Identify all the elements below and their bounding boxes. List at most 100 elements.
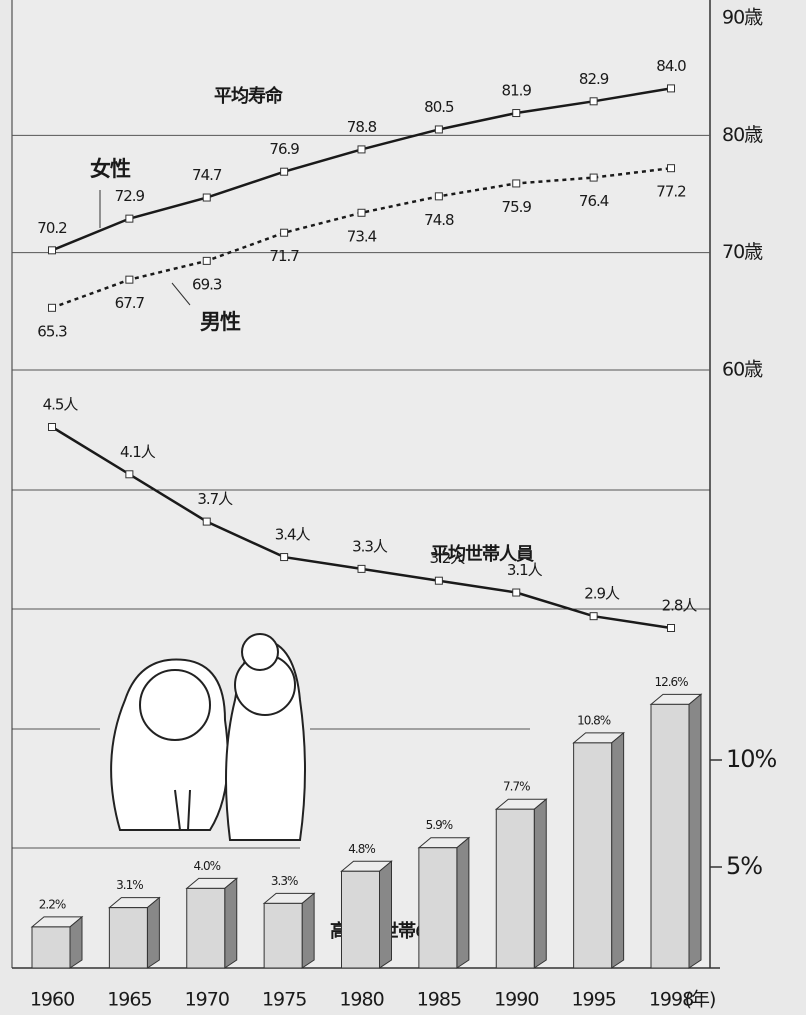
value-label: 7.7% xyxy=(503,780,530,794)
y-tick-label: 10% xyxy=(726,745,777,773)
x-tick-label: 1990 xyxy=(494,989,538,1011)
value-label: 69.3 xyxy=(192,275,222,293)
y-tick-label: 5% xyxy=(726,852,762,880)
point xyxy=(589,612,598,621)
point xyxy=(667,164,675,173)
point xyxy=(512,179,521,188)
legend-female: 女性 xyxy=(90,157,131,181)
point xyxy=(202,256,211,265)
bar-side xyxy=(301,892,315,969)
value-label: 65.3 xyxy=(37,322,67,340)
point xyxy=(202,193,211,202)
bar xyxy=(573,742,613,969)
legend-leader xyxy=(171,282,191,306)
point xyxy=(434,576,443,585)
value-label: 76.9 xyxy=(269,140,299,158)
bar-side xyxy=(146,896,160,969)
y-tick-label: 70歳 xyxy=(722,241,763,263)
x-tick-label: 1975 xyxy=(262,989,306,1011)
bar xyxy=(108,907,148,969)
bar-side xyxy=(611,731,625,969)
point xyxy=(125,275,134,284)
value-label: 2.8人 xyxy=(662,597,698,615)
point xyxy=(434,192,443,201)
bar-side xyxy=(224,877,238,969)
point xyxy=(667,624,675,632)
value-label: 2.2% xyxy=(39,897,66,911)
x-tick-label: 1985 xyxy=(417,989,461,1011)
point xyxy=(202,517,211,526)
life-title: 平均寿命 xyxy=(214,85,284,107)
value-label: 73.4 xyxy=(347,227,377,245)
x-tick-label: 1960 xyxy=(30,989,74,1011)
value-label: 74.8 xyxy=(424,211,454,229)
value-label: 3.4人 xyxy=(275,526,311,544)
point xyxy=(512,109,521,118)
value-label: 71.7 xyxy=(269,247,299,265)
bar-side xyxy=(456,836,470,969)
point xyxy=(589,97,598,106)
value-label: 82.9 xyxy=(579,70,609,88)
value-label: 67.7 xyxy=(115,294,145,312)
value-label: 74.7 xyxy=(192,166,222,184)
point xyxy=(125,470,134,479)
value-label: 10.8% xyxy=(577,713,611,727)
x-tick-label: 1980 xyxy=(339,989,383,1011)
point xyxy=(512,588,521,597)
x-tick-label: 1998 xyxy=(649,989,693,1011)
panel-lines xyxy=(12,489,710,849)
bar-side xyxy=(379,860,392,969)
y-tick-label: 60歳 xyxy=(722,359,763,381)
bar xyxy=(341,870,380,969)
point xyxy=(48,303,56,312)
value-label: 77.2 xyxy=(656,183,686,201)
value-label: 3.1人 xyxy=(507,561,543,579)
value-label: 3.2人 xyxy=(429,549,465,567)
x-tick-label: 1970 xyxy=(185,989,229,1011)
bar xyxy=(186,887,226,969)
point xyxy=(125,214,134,223)
point xyxy=(280,553,289,562)
value-label: 4.5人 xyxy=(43,396,79,414)
point xyxy=(357,564,366,573)
bar-side xyxy=(688,693,702,969)
x-tick-label: 1995 xyxy=(571,989,615,1011)
value-label: 3.3人 xyxy=(352,537,388,555)
value-label: 3.3% xyxy=(271,874,298,888)
value-label: 2.9人 xyxy=(584,585,620,603)
value-label: 4.0% xyxy=(194,859,221,873)
value-label: 76.4 xyxy=(579,192,609,210)
point xyxy=(667,84,675,93)
value-label: 3.1% xyxy=(116,878,143,892)
x-unit: (年) xyxy=(685,989,716,1011)
bar xyxy=(31,926,71,969)
legend-male: 男性 xyxy=(200,310,241,334)
value-label: 4.1人 xyxy=(120,443,156,461)
value-label: 81.9 xyxy=(502,82,532,100)
illustration xyxy=(110,633,306,841)
bar xyxy=(263,902,303,969)
point xyxy=(280,167,289,176)
point xyxy=(48,423,56,431)
bar xyxy=(418,847,458,969)
point xyxy=(357,208,366,217)
bar xyxy=(650,703,690,969)
y-tick-label: 80歳 xyxy=(722,124,763,146)
point xyxy=(357,145,366,154)
point xyxy=(434,125,443,134)
value-label: 12.6% xyxy=(654,675,688,689)
bar xyxy=(495,808,535,969)
x-tick-label: 1965 xyxy=(107,989,151,1011)
value-label: 5.9% xyxy=(426,818,453,832)
bar-side xyxy=(533,798,547,969)
value-label: 70.2 xyxy=(37,219,67,237)
value-label: 3.7人 xyxy=(197,490,233,508)
point xyxy=(589,173,598,182)
point xyxy=(280,228,289,237)
value-label: 84.0 xyxy=(656,57,686,75)
point xyxy=(48,246,56,255)
household-title: 平均世帯人員 xyxy=(431,543,534,565)
value-label: 72.9 xyxy=(115,187,145,205)
value-label: 80.5 xyxy=(424,98,454,116)
